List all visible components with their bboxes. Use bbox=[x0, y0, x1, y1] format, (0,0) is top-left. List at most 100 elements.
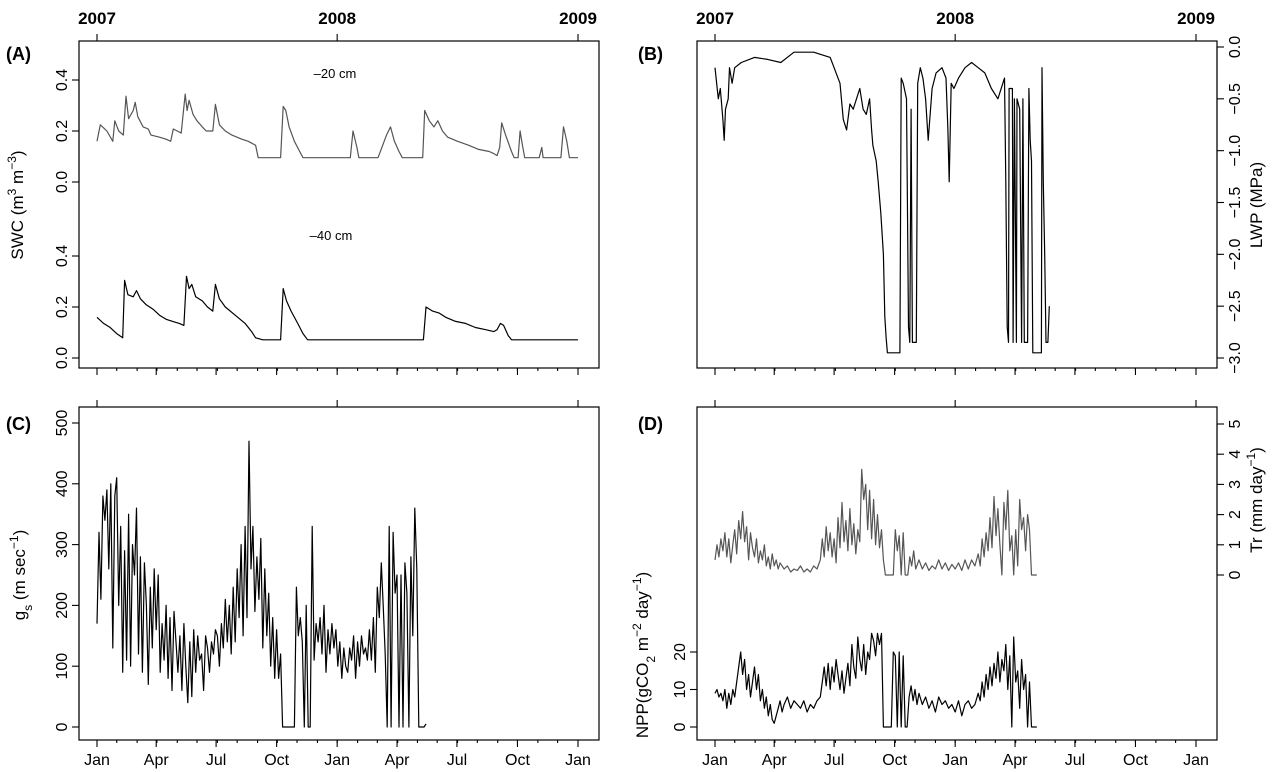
month-tick-label: Apr bbox=[385, 752, 411, 769]
year-tick-label: 2008 bbox=[318, 9, 356, 28]
series-line-swc-20cm bbox=[96, 93, 578, 159]
y-tick-label: 10 bbox=[672, 681, 689, 699]
y-axis-title-tr: Tr (mm day−1) bbox=[1244, 447, 1266, 553]
month-tick-label: Jul bbox=[447, 752, 467, 769]
year-tick-label: 2008 bbox=[936, 9, 974, 28]
text-span: day bbox=[633, 591, 652, 624]
panel-label-a: (A) bbox=[6, 44, 31, 64]
y-axis-title-lwp: LWP (MPa) bbox=[1247, 162, 1266, 248]
text-span: −3 bbox=[5, 156, 19, 170]
series-line-npp bbox=[714, 632, 1037, 728]
year-tick-label: 2007 bbox=[78, 9, 116, 28]
y-tick-label: 0 bbox=[54, 722, 71, 731]
swc-20cm-y-axis: 0.0 0.2 0.4 bbox=[54, 69, 80, 193]
month-tick-label: Oct bbox=[505, 752, 530, 769]
text-span: −2 bbox=[630, 623, 644, 637]
y-tick-label: −0.5 bbox=[1227, 83, 1244, 115]
y-tick-label: 0 bbox=[1227, 570, 1244, 579]
gs-y-axis: 0 100 200 300 400 500 bbox=[54, 410, 80, 731]
y-tick-label: −2.5 bbox=[1227, 290, 1244, 322]
y-tick-label: 300 bbox=[54, 531, 71, 558]
y-tick-label: 500 bbox=[54, 410, 71, 437]
year-tick-label: 2007 bbox=[696, 9, 734, 28]
y-tick-label: 0.0 bbox=[54, 347, 71, 369]
y-tick-label: 5 bbox=[1227, 419, 1244, 428]
y-tick-label: 1 bbox=[1227, 540, 1244, 549]
month-tick-label: Apr bbox=[762, 752, 788, 769]
month-tick-label: Jul bbox=[824, 752, 844, 769]
series-line-lwp bbox=[714, 51, 1050, 354]
text-span: ) bbox=[10, 530, 29, 536]
plot-frame bbox=[696, 406, 1218, 741]
text-span: m bbox=[633, 637, 652, 656]
text-span: SWC (m bbox=[8, 195, 27, 259]
swc-40cm-y-axis: 0.0 0.2 0.4 bbox=[54, 245, 80, 369]
month-tick-label: Jul bbox=[1065, 752, 1085, 769]
month-tick-label: Apr bbox=[144, 752, 170, 769]
month-tick-label: Oct bbox=[1123, 752, 1148, 769]
y-tick-label: −1.0 bbox=[1227, 135, 1244, 167]
plot-frame bbox=[78, 406, 600, 741]
year-tick-label: 2009 bbox=[559, 9, 597, 28]
panel-label-c: (C) bbox=[6, 414, 31, 434]
text-span: (m sec bbox=[10, 549, 29, 605]
panel-b-axes: 2007 2008 2009 bbox=[696, 9, 1218, 375]
y-tick-label: 0 bbox=[672, 722, 689, 731]
month-tick-label: Jan bbox=[84, 752, 110, 769]
text-span: NPP(gCO bbox=[633, 663, 652, 739]
y-tick-label: 0.0 bbox=[1227, 36, 1244, 58]
y-tick-label: 2 bbox=[1227, 510, 1244, 519]
month-tick-label: Jan bbox=[565, 752, 591, 769]
text-span: s bbox=[21, 605, 35, 611]
y-tick-label: 4 bbox=[1227, 450, 1244, 459]
month-tick-label: Jul bbox=[206, 752, 226, 769]
plot-frame bbox=[696, 40, 1218, 369]
y-tick-label: 0.2 bbox=[54, 120, 71, 142]
text-span: ) bbox=[633, 572, 652, 578]
panel-label-b: (B) bbox=[638, 44, 663, 64]
series-line-gs bbox=[96, 440, 427, 728]
panel-a-axes: 2007 2008 2009 bbox=[78, 9, 600, 375]
month-tick-label: Jan bbox=[702, 752, 728, 769]
y-tick-label: −2.0 bbox=[1227, 238, 1244, 270]
y-tick-label: 400 bbox=[54, 470, 71, 497]
month-tick-label: Jan bbox=[1183, 752, 1209, 769]
text-span: m bbox=[8, 170, 27, 189]
y-tick-label: 3 bbox=[1227, 480, 1244, 489]
series-line-swc-40cm bbox=[96, 275, 578, 341]
y-tick-label: 0.2 bbox=[54, 296, 71, 318]
y-axis-title-gs: gs (m sec−1) bbox=[7, 530, 35, 621]
y-tick-label: 100 bbox=[54, 653, 71, 680]
y-tick-label: −3.0 bbox=[1227, 342, 1244, 374]
y-tick-label: 0.4 bbox=[54, 245, 71, 267]
text-span: g bbox=[10, 611, 29, 620]
annotation-40cm: –40 cm bbox=[310, 228, 353, 243]
text-span: −1 bbox=[7, 535, 21, 549]
y-tick-label: 0.0 bbox=[54, 171, 71, 193]
month-tick-label: Apr bbox=[1003, 752, 1029, 769]
y-tick-label: 20 bbox=[672, 643, 689, 661]
lwp-y-axis: 0.0 −0.5 −1.0 −1.5 −2.0 −2.5 −3.0 bbox=[1216, 36, 1244, 374]
y-tick-label: −1.5 bbox=[1227, 187, 1244, 219]
panel-label-d: (D) bbox=[638, 414, 663, 434]
month-tick-label: Oct bbox=[264, 752, 289, 769]
y-axis-title-swc: SWC (m3 m−3) bbox=[5, 150, 27, 259]
year-tick-label: 2009 bbox=[1177, 9, 1215, 28]
panel-d-axes: Jan Apr Jul Oct Jan Apr Jul Oct Jan bbox=[696, 400, 1218, 769]
text-span: 2 bbox=[644, 656, 658, 663]
month-tick-label: Jan bbox=[324, 752, 350, 769]
text-span: 3 bbox=[5, 188, 19, 195]
month-tick-label: Jan bbox=[942, 752, 968, 769]
y-axis-title-npp: NPP(gCO2 m−2 day−1) bbox=[630, 572, 658, 738]
text-span: −1 bbox=[1244, 453, 1258, 467]
annotation-20cm: –20 cm bbox=[314, 66, 357, 81]
series-line-tr bbox=[714, 468, 1037, 576]
text-span: −1 bbox=[630, 577, 644, 591]
text-span: Tr (mm day bbox=[1247, 466, 1266, 553]
tr-y-axis: 0 1 2 3 4 5 bbox=[1216, 419, 1244, 579]
text-span: ) bbox=[1247, 447, 1266, 453]
y-tick-label: 0.4 bbox=[54, 69, 71, 91]
plot-frame bbox=[78, 40, 600, 369]
month-tick-label: Oct bbox=[882, 752, 907, 769]
